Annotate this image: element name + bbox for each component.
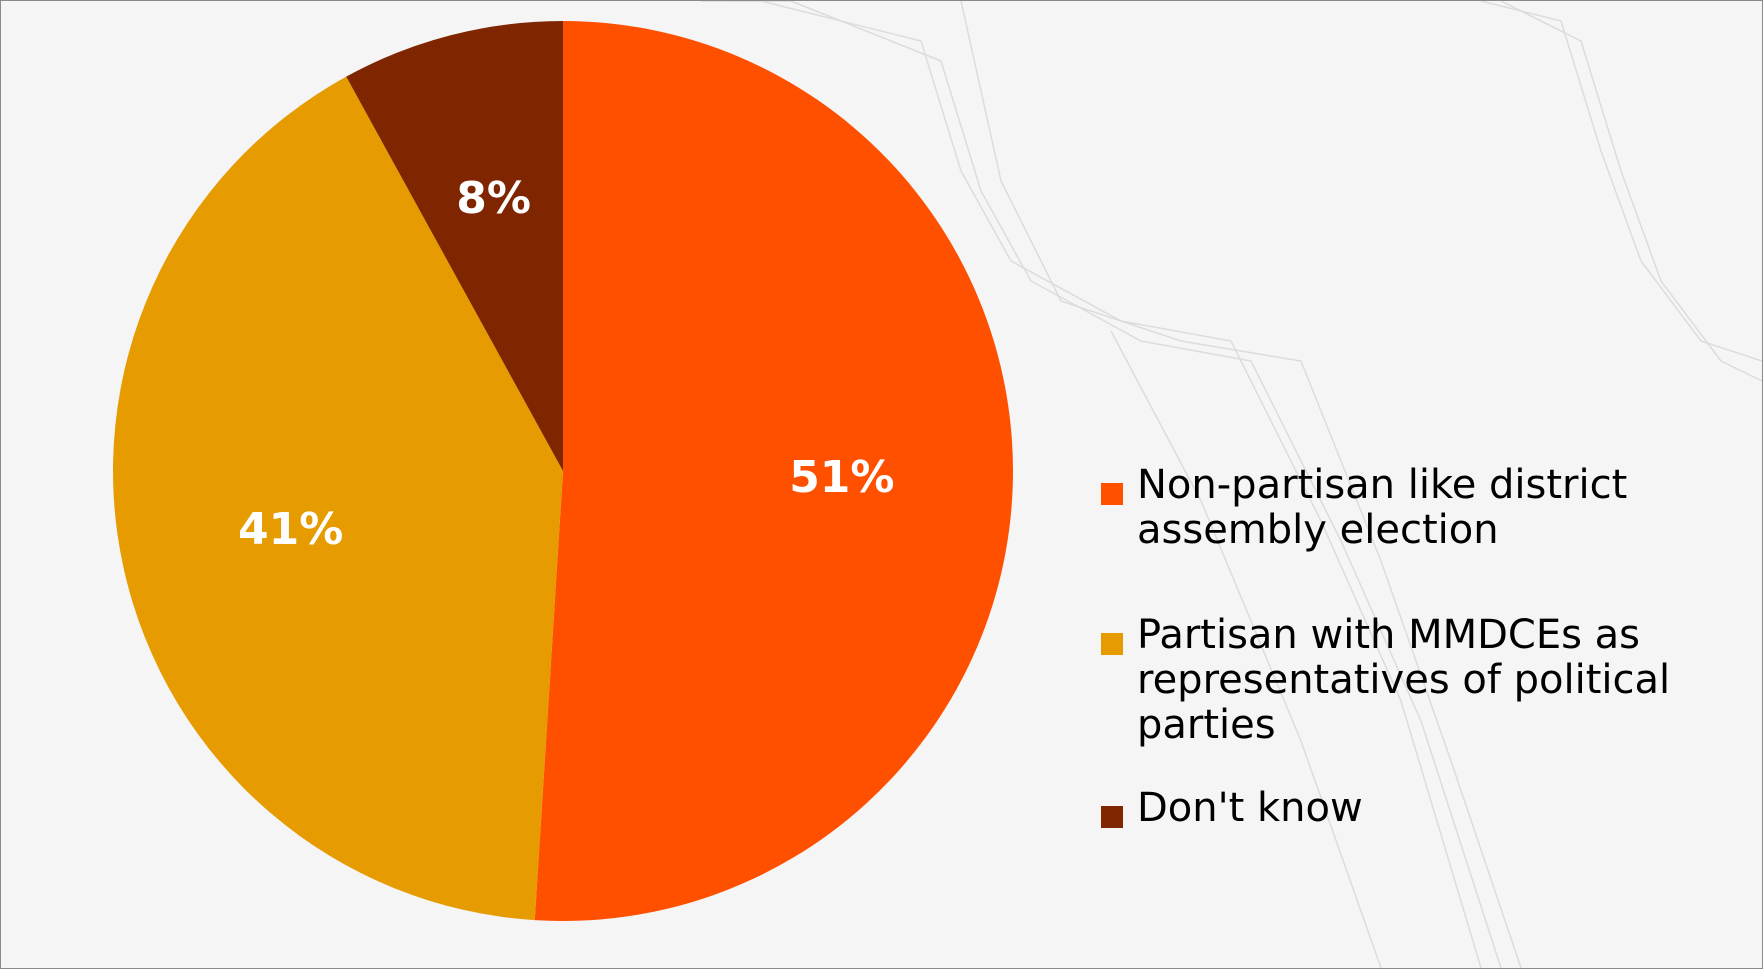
data-label-don-t-know: 8% <box>456 173 531 224</box>
pie-slice-partisan-with-mmdces-as-representatives-of-political-parties <box>113 76 564 921</box>
legend-swatch-dont-know <box>1101 806 1123 828</box>
legend-label-partisan: Partisan with MMDCEs as representatives … <box>1137 612 1671 748</box>
legend-label-non-partisan: Non-partisan like district assembly elec… <box>1137 462 1628 553</box>
legend-item-partisan: Partisan with MMDCEs as representatives … <box>1101 613 1701 748</box>
legend-swatch-non-partisan <box>1101 483 1123 505</box>
legend-item-non-partisan: Non-partisan like district assembly elec… <box>1101 463 1701 553</box>
pie-slices <box>113 20 1014 922</box>
pie-slice-don-t-know <box>346 21 563 471</box>
legend-swatch-partisan <box>1101 633 1123 655</box>
legend-label-dont-know: Don't know <box>1137 785 1363 831</box>
legend: Non-partisan like district assembly elec… <box>1101 463 1701 831</box>
data-label-non-partisan-like-district-assembly-election: 51% <box>789 452 894 503</box>
pie-data-labels: 51% 41% 8% <box>238 173 894 555</box>
pie-slice-non-partisan-like-district-assembly-election <box>534 20 1014 922</box>
pie-chart: 51% 41% 8% <box>113 20 1014 922</box>
legend-item-dont-know: Don't know <box>1101 786 1701 831</box>
data-label-partisan-with-mmdces-as-representatives-of-political-parties: 41% <box>238 504 343 555</box>
